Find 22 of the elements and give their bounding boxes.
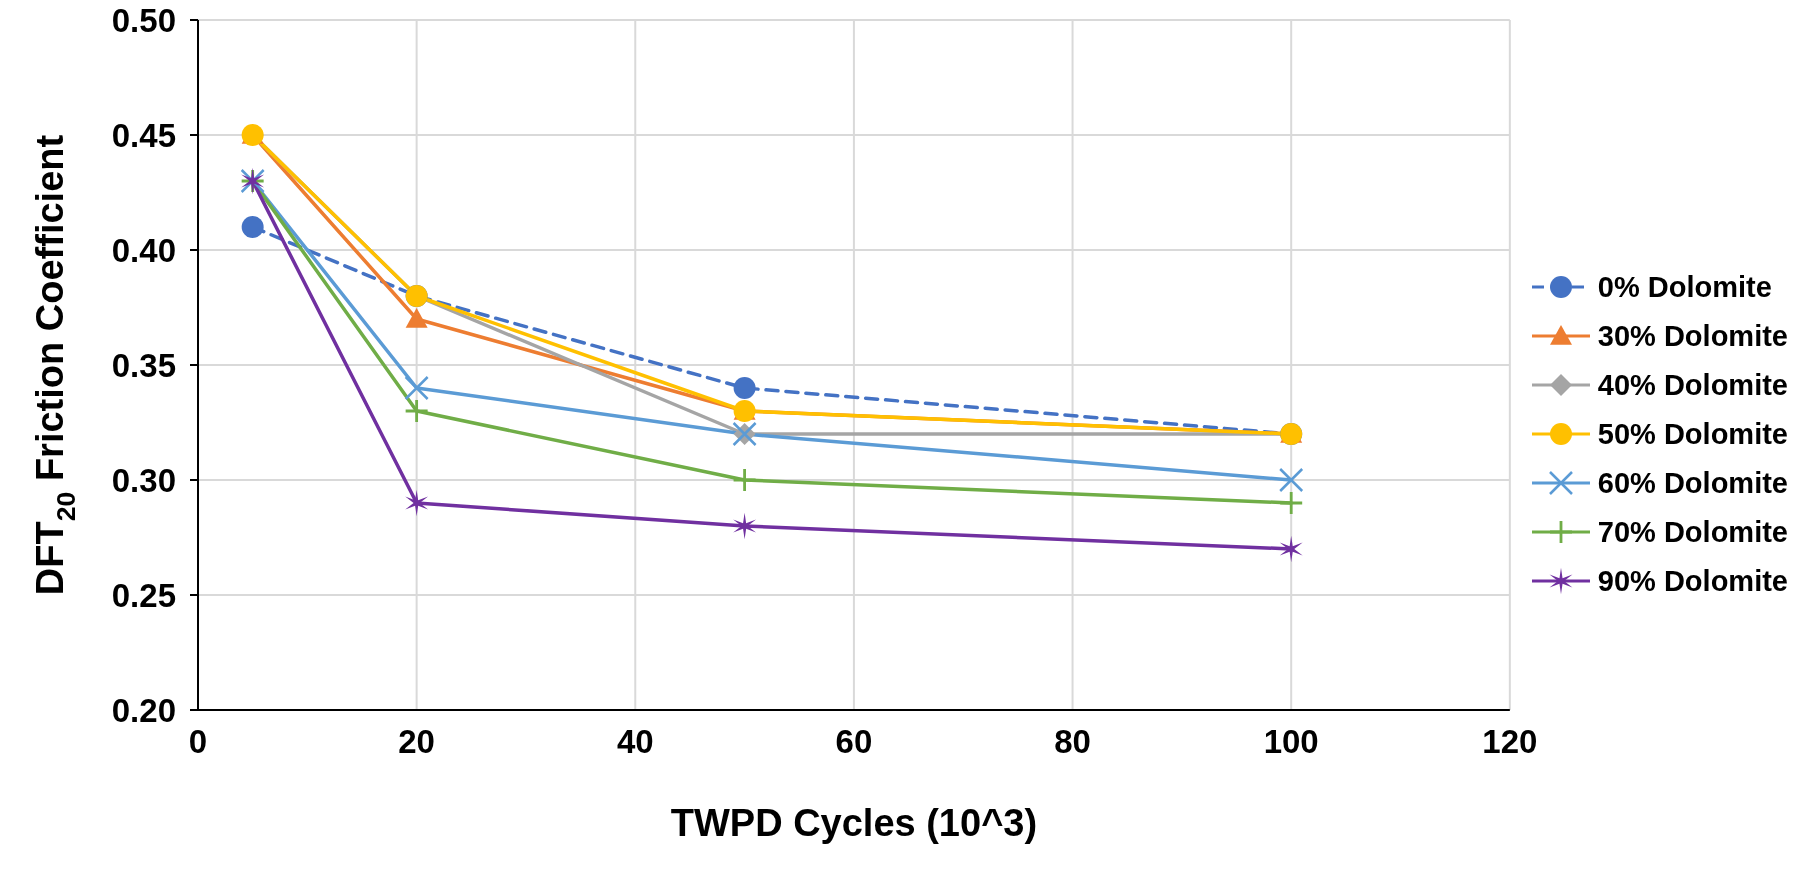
x-tick-label: 0 (188, 723, 208, 761)
y-tick-label: 0.40 (111, 231, 176, 269)
x-tick-label: 80 (1054, 723, 1091, 761)
y-tick-label: 0.35 (111, 346, 176, 384)
legend-label: 0% Dolomite (1597, 270, 1772, 304)
x-tick-label: 40 (616, 723, 654, 761)
x-tick-label: 20 (398, 723, 435, 761)
legend-label: 90% Dolomite (1597, 564, 1788, 598)
x-tick-label: 100 (1263, 723, 1319, 761)
y-tick-label: 0.30 (111, 461, 176, 499)
x-tick-label: 60 (835, 723, 873, 761)
y-tick-label: 0.20 (111, 691, 176, 729)
legend-label: 50% Dolomite (1597, 417, 1788, 451)
legend-label: 70% Dolomite (1597, 515, 1788, 549)
legend-label: 30% Dolomite (1597, 319, 1788, 353)
y-tick-label: 0.45 (111, 116, 176, 154)
x-axis-title: TWPD Cycles (10^3) (670, 802, 1038, 844)
y-tick-label: 0.50 (111, 1, 176, 39)
legend-label: 40% Dolomite (1597, 368, 1788, 402)
x-tick-label: 120 (1482, 723, 1538, 761)
legend-label: 60% Dolomite (1597, 466, 1788, 500)
y-tick-label: 0.25 (111, 576, 176, 614)
